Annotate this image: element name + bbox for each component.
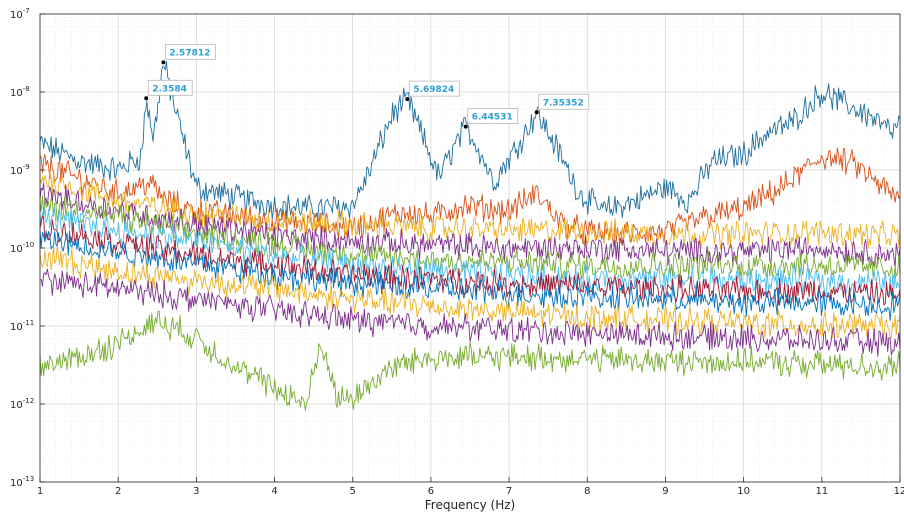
x-tick-label: 5 [350,486,356,497]
y-axis-ticks: 10-13 10-12 10-11 10-10 10-9 10-8 10-7 [10,7,45,489]
series-line-2 [39,147,901,247]
datatip-label: 5.69824 [413,85,454,95]
y-tick-label: 10-11 [10,319,34,333]
series-line-10 [39,268,901,357]
datatip-label: 7.35352 [543,98,584,108]
x-tick-label: 9 [662,486,668,497]
x-tick-label: 12 [894,486,904,497]
x-axis-ticks: 1 2 3 4 5 6 7 8 9 10 11 12 [37,477,904,497]
datatip-marker [534,110,539,115]
x-tick-label: 8 [584,486,590,497]
datatip-marker [463,124,468,129]
x-tick-label: 4 [271,486,277,497]
series-line-5 [39,194,901,280]
y-tick-label: 10-9 [10,163,30,177]
y-tick-label: 10-10 [10,241,34,255]
datatip-box [164,43,216,60]
x-tick-label: 10 [737,486,750,497]
series-line-9 [39,246,901,339]
datatip-marker [405,97,410,102]
x-tick-label: 6 [428,486,434,497]
y-tick-label: 10-8 [10,85,30,99]
series-line-8 [39,229,901,321]
series-lines [39,60,901,411]
x-tick-label: 2 [115,486,121,497]
datatip-marker [144,96,149,101]
series-line-1 [39,60,901,221]
datatip-label: 6.44531 [472,113,513,123]
datatip-label: 2.3584 [152,84,187,94]
datatip-marker [161,60,166,65]
x-axis-label: Frequency (Hz) [425,498,516,512]
x-tick-label: 1 [37,486,43,497]
datatip-label: 2.57812 [169,48,210,58]
series-line-6 [39,206,901,297]
y-tick-label: 10-12 [10,397,34,411]
y-tick-label: 10-13 [10,475,34,489]
x-tick-label: 3 [193,486,199,497]
x-tick-label: 7 [506,486,512,497]
datatip-box [538,93,590,110]
series-line-3 [39,170,901,250]
series-line-11 [39,310,901,411]
x-tick-label: 11 [815,486,828,497]
datatip-box [147,79,193,96]
series-line-7 [39,215,901,306]
datatip-box [467,108,519,125]
y-tick-label: 10-7 [10,7,30,21]
datatip-box [408,80,460,97]
datatips: 2.3584 2.57812 5.69824 6.44531 7.35352 [144,43,590,129]
